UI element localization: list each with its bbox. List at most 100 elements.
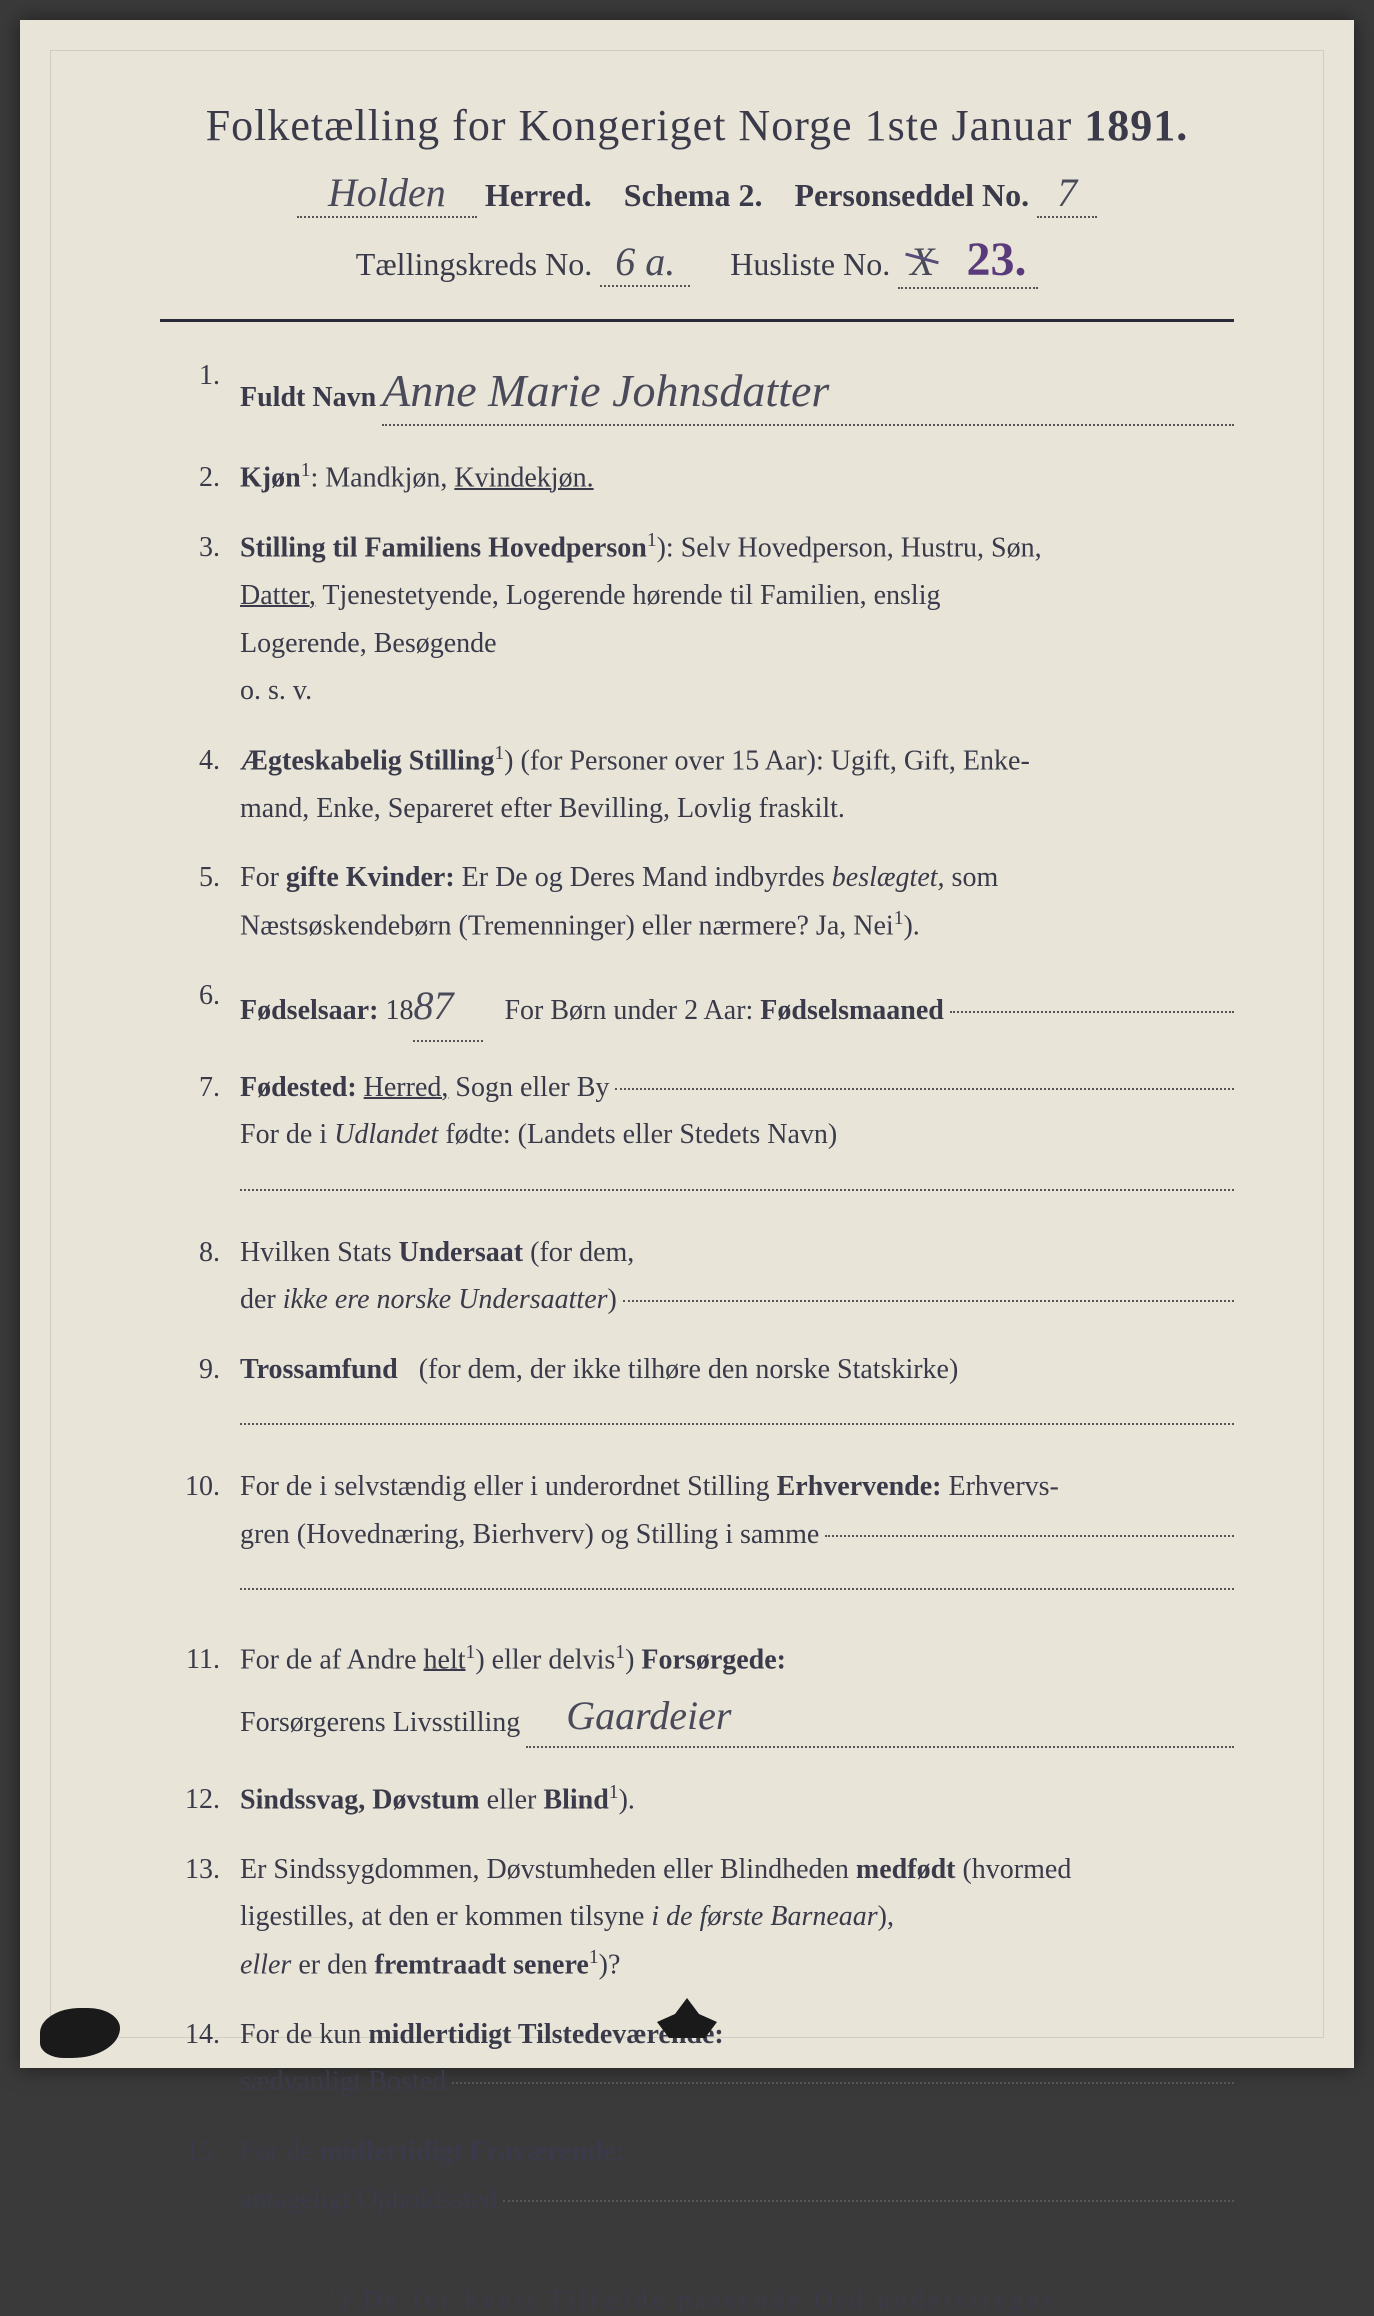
text-11a: For de af Andre	[240, 1644, 417, 1675]
row-content-7: Fødested: Herred, Sogn eller By For de i…	[240, 1064, 1234, 1207]
fodested-field	[615, 1088, 1234, 1090]
text-6b: For Børn under 2 Aar:	[504, 987, 753, 1035]
row-content-6: Fødselsaar: 1887 For Børn under 2 Aar: F…	[240, 972, 1234, 1042]
row-content-1: Fuldt Navn Anne Marie Johnsdatter	[240, 352, 1234, 432]
row-5: 5. For gifte Kvinder: Er De og Deres Man…	[180, 854, 1234, 950]
sup-11a: 1	[466, 1642, 476, 1663]
husliste-struck: X	[910, 238, 934, 285]
text-13d: ),	[878, 1901, 894, 1932]
erhverv-field2	[240, 1588, 1234, 1590]
schema-label: Schema 2.	[624, 177, 763, 213]
row-num-10: 10.	[180, 1463, 240, 1511]
label-gifte: gifte Kvinder:	[286, 862, 455, 893]
text-8i: ikke ere norske Undersaatter	[283, 1276, 608, 1324]
form-header: Folketælling for Kongeriget Norge 1ste J…	[160, 100, 1234, 289]
label-fuldt-navn: Fuldt Navn	[240, 374, 376, 422]
row-num-9: 9.	[180, 1346, 240, 1394]
text-14b: sædvanligt Bosted	[240, 2058, 446, 2106]
forsorger-value: Gaardeier	[566, 1682, 731, 1750]
row-content-4: Ægteskabelig Stilling1) (for Personer ov…	[240, 737, 1234, 833]
text-5end: ).	[903, 910, 919, 941]
row-num-12: 12.	[180, 1776, 240, 1824]
row-7: 7. Fødested: Herred, Sogn eller By For d…	[180, 1064, 1234, 1207]
text-7c: fødte: (Landets eller Stedets Navn)	[445, 1119, 837, 1150]
row-1: 1. Fuldt Navn Anne Marie Johnsdatter	[180, 352, 1234, 432]
herred-underlined: Herred,	[364, 1064, 449, 1112]
year-hand: 87	[413, 972, 453, 1040]
person-no-field: 7	[1037, 169, 1097, 218]
text-13c: ligestilles, at den er kommen tilsyne	[240, 1901, 644, 1932]
footnote-sup: 1	[327, 2283, 340, 2303]
title-prefix: Folketælling for Kongeriget Norge 1ste J…	[206, 101, 1073, 150]
text-9: (for dem, der ikke tilhøre den norske St…	[419, 1354, 959, 1385]
herred-field: Holden	[297, 169, 477, 218]
label-undersaat: Undersaat	[399, 1237, 523, 1268]
row-num-15: 15.	[180, 2128, 240, 2176]
row-content-13: Er Sindssygdommen, Døvstumheden eller Bl…	[240, 1846, 1234, 1989]
row-12: 12. Sindssvag, Døvstum eller Blind1).	[180, 1776, 1234, 1824]
row-num-1: 1.	[180, 352, 240, 400]
text-7b: For de i	[240, 1119, 327, 1150]
footnote-text: ) De for hvert Tilfælde passende Ord und…	[340, 2286, 1067, 2315]
husliste-field: X 23.	[898, 232, 1038, 289]
label-fravaerende: midlertidigt Fraværende:	[319, 2136, 624, 2167]
year-prefix: 18	[385, 987, 413, 1035]
label-forsorgede: Forsørgede:	[641, 1644, 786, 1675]
datter: Datter,	[240, 580, 316, 611]
census-form-page: Folketælling for Kongeriget Norge 1ste J…	[20, 20, 1354, 2068]
text-7i: Udlandet	[334, 1119, 438, 1150]
label-fodselsaar: Fødselsaar:	[240, 987, 378, 1035]
text-4a: ) (for Personer over 15 Aar): Ugift, Gif…	[504, 745, 1030, 776]
text-5a: Er De og Deres Mand indbyrdes	[462, 862, 825, 893]
row-10: 10. For de i selvstændig eller i underor…	[180, 1463, 1234, 1606]
row-15: 15. For de midlertidigt Fraværende: anta…	[180, 2128, 1234, 2223]
erhverv-field1	[825, 1535, 1234, 1537]
text-13g: )?	[599, 1949, 621, 1980]
row-content-5: For gifte Kvinder: Er De og Deres Mand i…	[240, 854, 1234, 950]
label-sindssvag: Sindssvag, Døvstum	[240, 1784, 480, 1815]
text-kjon: : Mandkjøn,	[310, 463, 447, 494]
row-num-2: 2.	[180, 454, 240, 502]
trossamfund-field	[240, 1423, 1234, 1425]
row-num-7: 7.	[180, 1064, 240, 1112]
herred-line: Holden Herred. Schema 2. Personseddel No…	[160, 169, 1234, 218]
sup-13: 1	[589, 1947, 599, 1968]
text-8b: (for dem,	[530, 1237, 634, 1268]
text-12a: eller	[487, 1784, 537, 1815]
text-3b: Tjenestetyende, Logerende hørende til Fa…	[322, 580, 940, 611]
herred-label: Herred.	[485, 177, 592, 213]
row-3: 3. Stilling til Familiens Hovedperson1):…	[180, 524, 1234, 715]
sup-5: 1	[894, 908, 904, 929]
row-num-14: 14.	[180, 2011, 240, 2059]
row-content-14: For de kun midlertidigt Tilstedeværende:…	[240, 2011, 1234, 2106]
form-body: 1. Fuldt Navn Anne Marie Johnsdatter 2. …	[160, 352, 1234, 2223]
person-no: 7	[1057, 169, 1077, 216]
row-num-6: 6.	[180, 972, 240, 1020]
label-erhvervende: Erhvervende:	[777, 1471, 942, 1502]
row-11: 11. For de af Andre helt1) eller delvis1…	[180, 1636, 1234, 1754]
text-15b: antageligt Opholdssted	[240, 2176, 497, 2224]
row-content-12: Sindssvag, Døvstum eller Blind1).	[240, 1776, 1234, 1824]
text-5pre: For	[240, 862, 279, 893]
row-content-8: Hvilken Stats Undersaat (for dem, der ik…	[240, 1229, 1234, 1324]
text-10c: gren (Hovednæring, Bierhverv) og Stillin…	[240, 1511, 819, 1559]
row-2: 2. Kjøn1: Mandkjøn, Kvindekjøn.	[180, 454, 1234, 502]
row-13: 13. Er Sindssygdommen, Døvstumheden elle…	[180, 1846, 1234, 1989]
label-trossamfund: Trossamfund	[240, 1354, 398, 1385]
name-field: Anne Marie Johnsdatter	[382, 346, 1234, 426]
text-8c: der	[240, 1276, 276, 1324]
label-aegteskab: Ægteskabelig Stilling	[240, 745, 494, 776]
text-3d: o. s. v.	[240, 675, 312, 706]
herred-value: Holden	[328, 169, 446, 216]
text-8a: Hvilken Stats	[240, 1237, 392, 1268]
sup-2: 1	[301, 460, 311, 481]
header-divider	[160, 319, 1234, 322]
sup-11b: 1	[615, 1642, 625, 1663]
text-3c: Logerende, Besøgende	[240, 628, 497, 659]
month-field	[950, 1011, 1234, 1013]
sup-12: 1	[609, 1782, 619, 1803]
row-4: 4. Ægteskabelig Stilling1) (for Personer…	[180, 737, 1234, 833]
text-12end: ).	[619, 1784, 635, 1815]
row-content-11: For de af Andre helt1) eller delvis1) Fo…	[240, 1636, 1234, 1754]
row-content-15: For de midlertidigt Fraværende: antageli…	[240, 2128, 1234, 2223]
